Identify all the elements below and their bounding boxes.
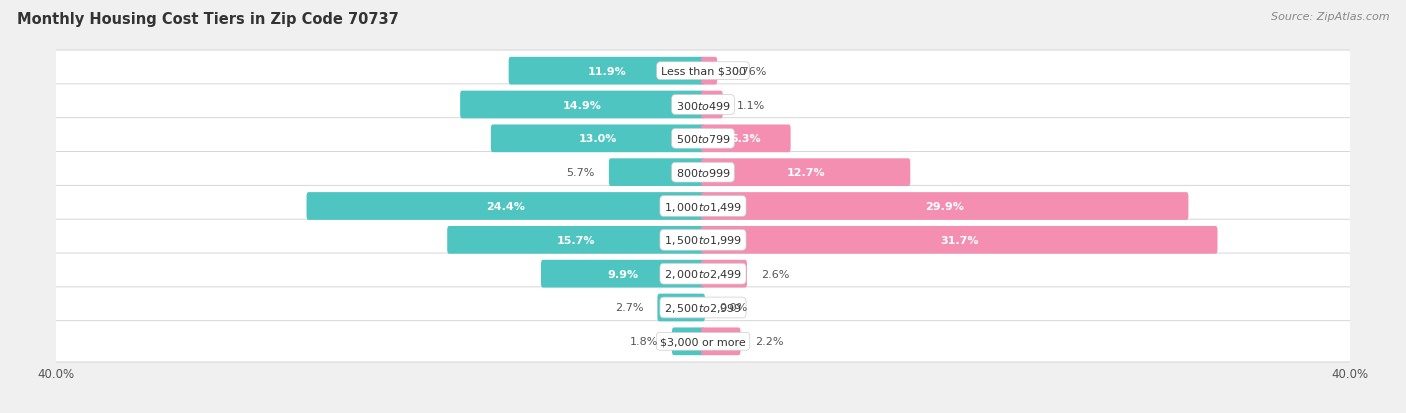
Text: 31.7%: 31.7%	[941, 235, 979, 245]
FancyBboxPatch shape	[53, 287, 1353, 328]
Text: 1.8%: 1.8%	[630, 337, 658, 347]
Text: $1,500 to $1,999: $1,500 to $1,999	[664, 234, 742, 247]
Text: 5.7%: 5.7%	[567, 168, 595, 178]
Text: $300 to $499: $300 to $499	[675, 99, 731, 111]
Text: 15.7%: 15.7%	[557, 235, 595, 245]
Text: 2.6%: 2.6%	[761, 269, 790, 279]
FancyBboxPatch shape	[702, 159, 910, 187]
Text: Monthly Housing Cost Tiers in Zip Code 70737: Monthly Housing Cost Tiers in Zip Code 7…	[17, 12, 399, 27]
FancyBboxPatch shape	[509, 58, 704, 85]
FancyBboxPatch shape	[53, 186, 1353, 227]
FancyBboxPatch shape	[702, 58, 717, 85]
FancyBboxPatch shape	[541, 260, 704, 288]
Text: 2.7%: 2.7%	[614, 303, 643, 313]
FancyBboxPatch shape	[609, 159, 704, 187]
Text: 14.9%: 14.9%	[564, 100, 602, 110]
FancyBboxPatch shape	[53, 152, 1353, 193]
Text: $800 to $999: $800 to $999	[675, 167, 731, 179]
FancyBboxPatch shape	[702, 91, 723, 119]
FancyBboxPatch shape	[53, 119, 1353, 159]
FancyBboxPatch shape	[53, 254, 1353, 294]
Text: Source: ZipAtlas.com: Source: ZipAtlas.com	[1271, 12, 1389, 22]
Text: 29.9%: 29.9%	[925, 202, 965, 211]
Text: 24.4%: 24.4%	[486, 202, 526, 211]
FancyBboxPatch shape	[658, 294, 704, 322]
Text: Less than $300: Less than $300	[661, 66, 745, 76]
FancyBboxPatch shape	[53, 220, 1353, 261]
Text: $2,000 to $2,499: $2,000 to $2,499	[664, 268, 742, 280]
Text: 2.2%: 2.2%	[755, 337, 783, 347]
FancyBboxPatch shape	[447, 226, 704, 254]
FancyBboxPatch shape	[702, 328, 741, 355]
FancyBboxPatch shape	[702, 226, 1218, 254]
Text: 13.0%: 13.0%	[579, 134, 617, 144]
FancyBboxPatch shape	[460, 91, 704, 119]
Text: 0.0%: 0.0%	[720, 303, 748, 313]
FancyBboxPatch shape	[702, 192, 1188, 221]
Text: 12.7%: 12.7%	[786, 168, 825, 178]
FancyBboxPatch shape	[491, 125, 704, 153]
Text: $3,000 or more: $3,000 or more	[661, 337, 745, 347]
Text: $500 to $799: $500 to $799	[675, 133, 731, 145]
Text: 9.9%: 9.9%	[607, 269, 638, 279]
FancyBboxPatch shape	[53, 321, 1353, 362]
Text: $2,500 to $2,999: $2,500 to $2,999	[664, 301, 742, 314]
FancyBboxPatch shape	[53, 85, 1353, 126]
FancyBboxPatch shape	[672, 328, 704, 355]
FancyBboxPatch shape	[702, 260, 747, 288]
Text: 11.9%: 11.9%	[588, 66, 626, 76]
FancyBboxPatch shape	[53, 51, 1353, 92]
Text: $1,000 to $1,499: $1,000 to $1,499	[664, 200, 742, 213]
FancyBboxPatch shape	[702, 125, 790, 153]
FancyBboxPatch shape	[307, 192, 704, 221]
Text: 0.76%: 0.76%	[731, 66, 766, 76]
Text: 5.3%: 5.3%	[731, 134, 761, 144]
Text: 1.1%: 1.1%	[737, 100, 765, 110]
